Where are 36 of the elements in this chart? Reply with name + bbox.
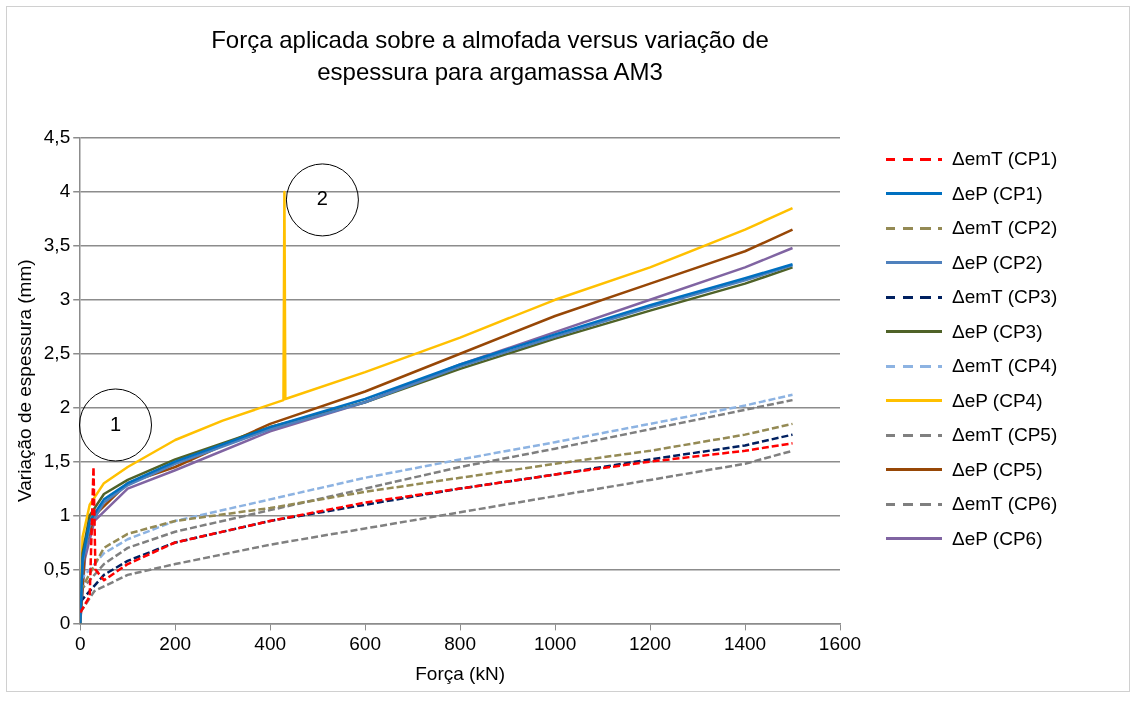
x-tick-label: 1200	[628, 633, 672, 655]
y-tick-label: 3	[59, 288, 71, 310]
x-tick-label: 1000	[533, 633, 577, 655]
legend-label: ΔeP (CP5)	[952, 458, 1043, 481]
x-axis-title: Força (kN)	[415, 662, 505, 684]
x-tick-label: 200	[159, 633, 192, 655]
y-tick-label: 2,5	[43, 341, 71, 363]
x-tick-label: 1400	[723, 633, 767, 655]
legend-label: ΔemT (CP6)	[952, 493, 1058, 516]
x-tick-label: 600	[349, 633, 381, 655]
y-tick-label: 0,5	[43, 557, 71, 579]
legend-label: ΔeP (CP4)	[952, 389, 1043, 412]
y-axis-title: Variação de espessura (mm)	[13, 259, 35, 502]
y-tick-label: 2	[59, 395, 71, 417]
y-tick-label: 3,5	[43, 234, 71, 256]
annotation: 1	[109, 412, 122, 435]
annotation: 2	[316, 187, 328, 210]
y-tick-label: 1,5	[43, 449, 71, 471]
x-tick-label: 1600	[818, 633, 862, 655]
y-tick-label: 4,5	[43, 126, 71, 148]
x-tick-label: 800	[444, 633, 476, 655]
legend-label: ΔeP (CP1)	[952, 182, 1043, 205]
legend-label: ΔeP (CP2)	[952, 251, 1043, 274]
y-tick-label: 1	[59, 503, 71, 525]
legend-label: ΔemT (CP3)	[952, 286, 1058, 309]
legend-label: ΔemT (CP4)	[952, 355, 1058, 378]
legend-label: ΔeP (CP6)	[952, 527, 1043, 550]
x-tick-label: 0	[74, 633, 86, 655]
legend-label: ΔeP (CP3)	[952, 320, 1043, 343]
legend-label: ΔemT (CP2)	[952, 217, 1058, 240]
x-tick-label: 400	[254, 633, 287, 655]
legend-label: ΔemT (CP1)	[952, 148, 1058, 171]
y-tick-label: 4	[59, 180, 71, 202]
chart-title: Força aplicada sobre a almofada versus variação de espessura para argamassa AM3	[210, 25, 770, 87]
y-tick-label: 0	[59, 611, 71, 633]
legend-label: ΔemT (CP5)	[952, 424, 1058, 447]
